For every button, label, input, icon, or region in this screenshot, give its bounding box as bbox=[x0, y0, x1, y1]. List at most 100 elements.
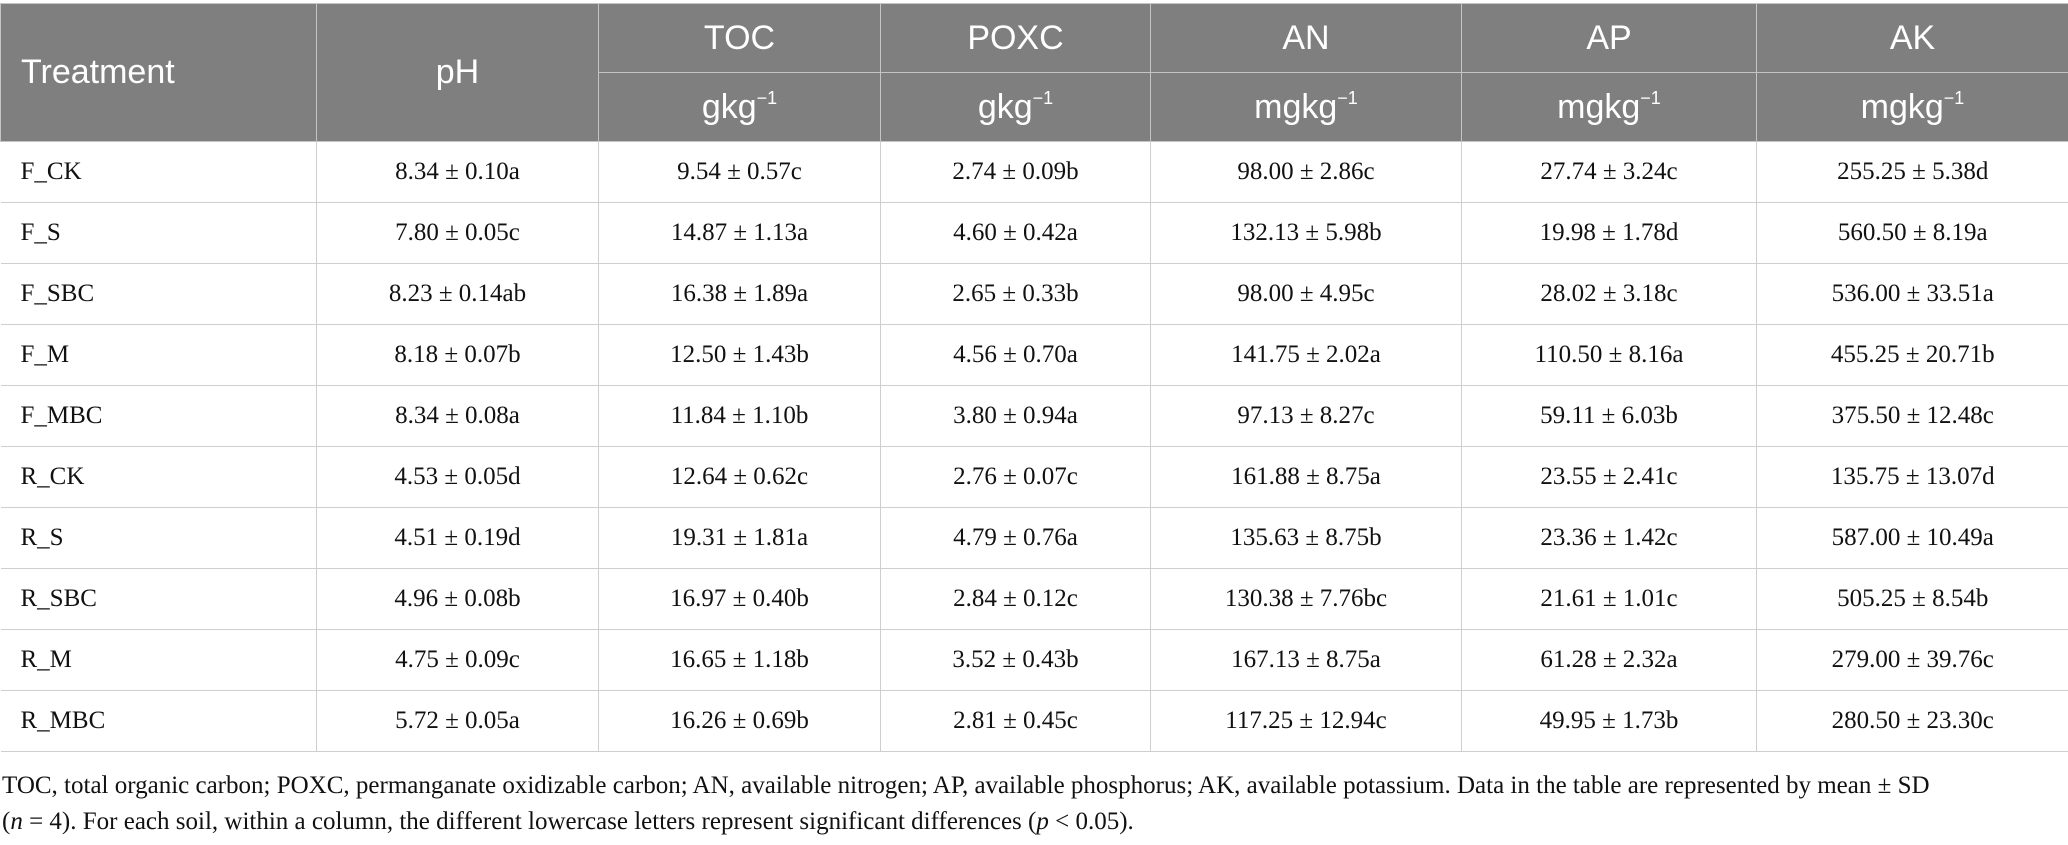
cell-poxc: 2.65 ± 0.33b bbox=[880, 263, 1151, 325]
cell-an: 135.63 ± 8.75b bbox=[1150, 507, 1462, 569]
table-row: F_M 8.18 ± 0.07b 12.50 ± 1.43b 4.56 ± 0.… bbox=[0, 324, 2068, 386]
unit-ap-base: mgkg bbox=[1557, 87, 1641, 126]
table-row: F_CK 8.34 ± 0.10a 9.54 ± 0.57c 2.74 ± 0.… bbox=[0, 141, 2068, 203]
cell-an: 117.25 ± 12.94c bbox=[1150, 690, 1462, 752]
cell-ak: 255.25 ± 5.38d bbox=[1756, 141, 2068, 203]
cell-treatment: F_M bbox=[0, 324, 317, 386]
cell-ap: 21.61 ± 1.01c bbox=[1461, 568, 1757, 630]
units-row: gkg−1 gkg−1 mgkg−1 mgkg−1 mgkg−1 bbox=[1, 72, 2068, 142]
cell-ph: 4.75 ± 0.09c bbox=[316, 629, 599, 691]
cell-poxc: 2.84 ± 0.12c bbox=[880, 568, 1151, 630]
cell-treatment: F_SBC bbox=[0, 263, 317, 325]
cell-treatment: R_S bbox=[0, 507, 317, 569]
table-row: R_M 4.75 ± 0.09c 16.65 ± 1.18b 3.52 ± 0.… bbox=[0, 629, 2068, 691]
cell-ak: 505.25 ± 8.54b bbox=[1756, 568, 2068, 630]
unit-ak-base: mgkg bbox=[1860, 87, 1944, 126]
footnote-n-open: ( bbox=[2, 808, 11, 835]
footnote-line-1: TOC, total organic carbon; POXC, permang… bbox=[2, 772, 1930, 799]
cell-treatment: F_S bbox=[0, 202, 317, 264]
cell-toc: 12.64 ± 0.62c bbox=[598, 446, 881, 508]
table-row: F_SBC 8.23 ± 0.14ab 16.38 ± 1.89a 2.65 ±… bbox=[0, 263, 2068, 325]
cell-poxc: 2.81 ± 0.45c bbox=[880, 690, 1151, 752]
cell-ph: 8.34 ± 0.08a bbox=[316, 385, 599, 447]
cell-poxc: 4.60 ± 0.42a bbox=[880, 202, 1151, 264]
cell-ph: 4.96 ± 0.08b bbox=[316, 568, 599, 630]
footnote-p-var: p bbox=[1036, 808, 1049, 835]
unit-ap-exp: −1 bbox=[1640, 87, 1661, 108]
cell-ap: 27.74 ± 3.24c bbox=[1461, 141, 1757, 203]
soil-properties-table: Treatment pH TOC POXC AN AP AK gkg−1 gkg… bbox=[0, 3, 2068, 752]
unit-poxc-base: gkg bbox=[977, 87, 1033, 126]
cell-an: 130.38 ± 7.76bc bbox=[1150, 568, 1462, 630]
cell-ph: 7.80 ± 0.05c bbox=[316, 202, 599, 264]
cell-ak: 536.00 ± 33.51a bbox=[1756, 263, 2068, 325]
cell-ph: 4.51 ± 0.19d bbox=[316, 507, 599, 569]
unit-ak: mgkg−1 bbox=[1756, 72, 2068, 142]
cell-poxc: 2.74 ± 0.09b bbox=[880, 141, 1151, 203]
table-row: R_CK 4.53 ± 0.05d 12.64 ± 0.62c 2.76 ± 0… bbox=[0, 446, 2068, 508]
cell-ap: 59.11 ± 6.03b bbox=[1461, 385, 1757, 447]
table-row: F_MBC 8.34 ± 0.08a 11.84 ± 1.10b 3.80 ± … bbox=[0, 385, 2068, 447]
cell-toc: 14.87 ± 1.13a bbox=[598, 202, 881, 264]
cell-poxc: 3.80 ± 0.94a bbox=[880, 385, 1151, 447]
header-ap: AP bbox=[1461, 3, 1757, 73]
unit-ap: mgkg−1 bbox=[1461, 72, 1757, 142]
unit-an-base: mgkg bbox=[1254, 87, 1338, 126]
cell-an: 98.00 ± 4.95c bbox=[1150, 263, 1462, 325]
cell-toc: 16.97 ± 0.40b bbox=[598, 568, 881, 630]
cell-ph: 5.72 ± 0.05a bbox=[316, 690, 599, 752]
cell-ak: 279.00 ± 39.76c bbox=[1756, 629, 2068, 691]
unit-toc-exp: −1 bbox=[756, 87, 778, 108]
cell-ap: 49.95 ± 1.73b bbox=[1461, 690, 1757, 752]
cell-ph: 8.23 ± 0.14ab bbox=[316, 263, 599, 325]
cell-ap: 28.02 ± 3.18c bbox=[1461, 263, 1757, 325]
table-row: R_S 4.51 ± 0.19d 19.31 ± 1.81a 4.79 ± 0.… bbox=[0, 507, 2068, 569]
unit-an: mgkg−1 bbox=[1150, 72, 1462, 142]
cell-treatment: R_M bbox=[0, 629, 317, 691]
cell-poxc: 2.76 ± 0.07c bbox=[880, 446, 1151, 508]
cell-poxc: 4.79 ± 0.76a bbox=[880, 507, 1151, 569]
cell-ak: 455.25 ± 20.71b bbox=[1756, 324, 2068, 386]
cell-poxc: 4.56 ± 0.70a bbox=[880, 324, 1151, 386]
cell-treatment: R_SBC bbox=[0, 568, 317, 630]
footnote-n-rest: = 4). For each soil, within a column, th… bbox=[22, 808, 1037, 835]
cell-an: 97.13 ± 8.27c bbox=[1150, 385, 1462, 447]
table-row: R_MBC 5.72 ± 0.05a 16.26 ± 0.69b 2.81 ± … bbox=[0, 690, 2068, 752]
cell-toc: 9.54 ± 0.57c bbox=[598, 141, 881, 203]
footnote-line-2: (n = 4). For each soil, within a column,… bbox=[2, 804, 2062, 840]
footnote-p-rest: < 0.05). bbox=[1048, 808, 1134, 835]
cell-treatment: F_MBC bbox=[0, 385, 317, 447]
unit-poxc-exp: −1 bbox=[1032, 87, 1054, 108]
cell-toc: 19.31 ± 1.81a bbox=[598, 507, 881, 569]
cell-ak: 560.50 ± 8.19a bbox=[1756, 202, 2068, 264]
table-row: R_SBC 4.96 ± 0.08b 16.97 ± 0.40b 2.84 ± … bbox=[0, 568, 2068, 630]
cell-ap: 110.50 ± 8.16a bbox=[1461, 324, 1757, 386]
cell-ak: 375.50 ± 12.48c bbox=[1756, 385, 2068, 447]
cell-treatment: R_CK bbox=[0, 446, 317, 508]
cell-an: 98.00 ± 2.86c bbox=[1150, 141, 1462, 203]
cell-toc: 12.50 ± 1.43b bbox=[598, 324, 881, 386]
cell-treatment: R_MBC bbox=[0, 690, 317, 752]
unit-an-exp: −1 bbox=[1337, 87, 1358, 108]
cell-ph: 4.53 ± 0.05d bbox=[316, 446, 599, 508]
cell-ap: 61.28 ± 2.32a bbox=[1461, 629, 1757, 691]
cell-ap: 23.36 ± 1.42c bbox=[1461, 507, 1757, 569]
cell-toc: 11.84 ± 1.10b bbox=[598, 385, 881, 447]
table-footnote: TOC, total organic carbon; POXC, permang… bbox=[2, 768, 2062, 840]
header-poxc: POXC bbox=[880, 3, 1151, 73]
cell-an: 141.75 ± 2.02a bbox=[1150, 324, 1462, 386]
cell-ak: 280.50 ± 23.30c bbox=[1756, 690, 2068, 752]
cell-toc: 16.38 ± 1.89a bbox=[598, 263, 881, 325]
header-toc: TOC bbox=[598, 3, 881, 73]
header-treatment: Treatment bbox=[0, 3, 317, 142]
footnote-n-var: n bbox=[10, 808, 23, 835]
table-row: F_S 7.80 ± 0.05c 14.87 ± 1.13a 4.60 ± 0.… bbox=[0, 202, 2068, 264]
cell-an: 167.13 ± 8.75a bbox=[1150, 629, 1462, 691]
cell-an: 132.13 ± 5.98b bbox=[1150, 202, 1462, 264]
cell-poxc: 3.52 ± 0.43b bbox=[880, 629, 1151, 691]
cell-ap: 19.98 ± 1.78d bbox=[1461, 202, 1757, 264]
cell-toc: 16.65 ± 1.18b bbox=[598, 629, 881, 691]
header-ph: pH bbox=[316, 3, 599, 142]
unit-toc: gkg−1 bbox=[598, 72, 881, 142]
cell-ap: 23.55 ± 2.41c bbox=[1461, 446, 1757, 508]
